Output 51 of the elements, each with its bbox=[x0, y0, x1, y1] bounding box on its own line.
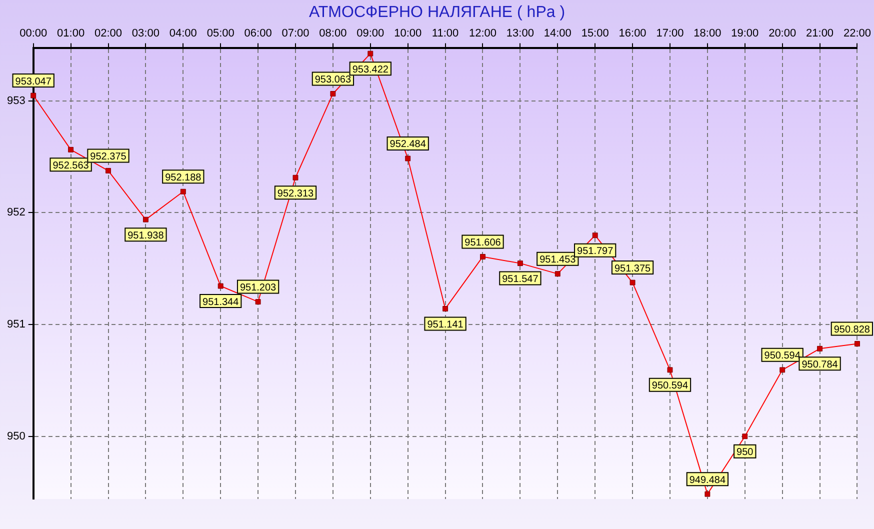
x-tick-label: 01:00 bbox=[57, 28, 85, 40]
data-label: 952.188 bbox=[165, 172, 202, 184]
x-tick-label: 05:00 bbox=[206, 28, 234, 40]
y-tick-label: 951 bbox=[6, 318, 26, 331]
x-tick-label: 09:00 bbox=[356, 28, 384, 40]
data-label: 952.484 bbox=[390, 139, 426, 150]
data-label: 950 bbox=[736, 447, 754, 458]
y-tick-label: 953 bbox=[6, 94, 26, 107]
data-label: 952.563 bbox=[52, 160, 90, 172]
chart-title: АТМОСФЕРНО НАЛЯГАНЕ ( hPa ) bbox=[308, 4, 566, 22]
data-label: 951.344 bbox=[202, 296, 240, 308]
x-tick-label: 16:00 bbox=[618, 28, 646, 40]
data-label: 951.606 bbox=[464, 237, 502, 248]
x-tick-label: 20:00 bbox=[768, 28, 796, 40]
data-label: 953.422 bbox=[352, 64, 389, 76]
x-tick-label: 06:00 bbox=[244, 28, 272, 40]
x-tick-label: 00:00 bbox=[20, 28, 48, 40]
x-tick-label: 07:00 bbox=[282, 28, 310, 40]
data-label: 950.828 bbox=[834, 324, 870, 336]
data-label: 951.375 bbox=[614, 263, 652, 274]
y-tick-label: 952 bbox=[6, 206, 26, 219]
data-label: 950.594 bbox=[764, 350, 801, 362]
data-label: 951.797 bbox=[577, 246, 614, 258]
data-label: 951.938 bbox=[128, 230, 164, 242]
data-label: 951.547 bbox=[502, 274, 539, 286]
data-label: 949.484 bbox=[689, 474, 726, 486]
x-tick-label: 18:00 bbox=[694, 28, 722, 40]
x-tick-label: 14:00 bbox=[544, 28, 572, 40]
data-label: 950.594 bbox=[652, 380, 688, 392]
data-label: 951.141 bbox=[427, 319, 464, 330]
x-tick-label: 13:00 bbox=[506, 28, 534, 40]
data-label: 950.784 bbox=[802, 359, 838, 370]
data-label: 951.453 bbox=[540, 254, 576, 266]
x-tick-label: 19:00 bbox=[731, 28, 759, 40]
x-tick-label: 02:00 bbox=[94, 28, 122, 40]
x-tick-label: 11:00 bbox=[432, 28, 459, 40]
data-label: 953.047 bbox=[15, 76, 52, 88]
x-tick-label: 22:00 bbox=[843, 28, 871, 40]
x-tick-label: 15:00 bbox=[581, 28, 609, 40]
y-tick-label: 950 bbox=[6, 430, 26, 442]
data-label: 953.063 bbox=[314, 74, 352, 86]
x-tick-label: 03:00 bbox=[132, 28, 160, 40]
data-label: 952.313 bbox=[277, 188, 314, 200]
x-tick-label: 10:00 bbox=[394, 28, 422, 40]
x-tick-label: 04:00 bbox=[169, 28, 197, 40]
data-label: 951.203 bbox=[240, 282, 277, 294]
x-tick-label: 17:00 bbox=[656, 28, 684, 40]
x-tick-label: 21:00 bbox=[806, 28, 834, 40]
data-label: 952.375 bbox=[90, 151, 127, 162]
x-tick-label: 08:00 bbox=[319, 28, 347, 40]
x-tick-label: 12:00 bbox=[468, 28, 497, 40]
